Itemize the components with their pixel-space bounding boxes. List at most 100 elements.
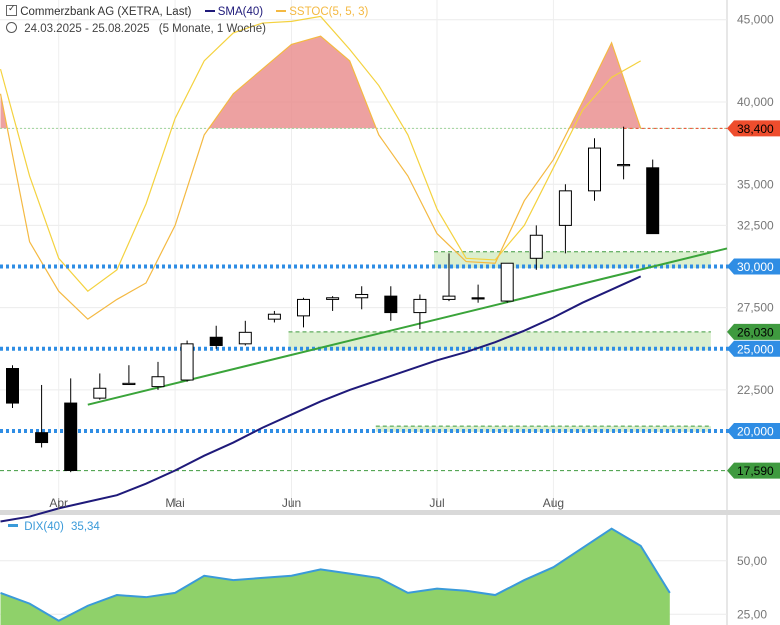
x-tick-label: Aug — [543, 496, 564, 510]
candle — [238, 320, 252, 346]
chart-header: ✓ Commerzbank AG (XETRA, Last) SMA(40) S… — [6, 3, 369, 18]
level-label: 38,400 — [727, 120, 780, 137]
candle-body-up — [180, 343, 194, 381]
candle — [384, 286, 398, 321]
candle-body-down — [6, 368, 19, 404]
candle — [122, 365, 136, 386]
level-label-text: 20,000 — [737, 425, 774, 439]
sma-legend-swatch — [204, 10, 215, 12]
level-label: 26,030 — [727, 323, 780, 340]
dix-y-tick-label: 25,00 — [737, 607, 767, 621]
candle-body-up — [529, 234, 543, 259]
level-label-bg — [727, 423, 780, 440]
level-label-text: 26,030 — [737, 325, 774, 339]
candle — [500, 262, 514, 303]
y-tick-label: 35,000 — [737, 177, 774, 191]
candle-body-up — [267, 313, 281, 320]
x-tick-label: Jun — [282, 496, 301, 510]
level-label-text: 30,000 — [737, 260, 774, 274]
candle — [529, 225, 543, 270]
level-label-bg — [727, 258, 780, 275]
level-label-bg — [727, 462, 780, 479]
candle — [35, 384, 49, 448]
candle — [646, 159, 660, 235]
period-info: 24.03.2025 - 25.08.2025 (5 Monate, 1 Woc… — [6, 22, 266, 35]
candle — [558, 184, 572, 254]
candle — [471, 284, 485, 303]
candle — [6, 365, 19, 408]
panel-separator — [0, 510, 780, 515]
dix-y-tick-label: 50,00 — [737, 554, 767, 568]
stochastic-overlay — [0, 15, 727, 320]
stoch-overbought-fill — [0, 36, 641, 129]
candle-body-up — [355, 293, 369, 299]
clock-icon — [6, 22, 17, 33]
candle-body-down — [64, 402, 78, 472]
dix-area — [0, 528, 670, 625]
level-label: 17,590 — [727, 462, 780, 479]
level-labels: 38,400 30,000 26,030 25,000 20,000 17,590 — [727, 120, 780, 479]
dix-legend-swatch — [8, 524, 18, 527]
candle-body-up — [297, 298, 310, 317]
candlesticks — [6, 126, 660, 473]
candle-body-down — [35, 432, 49, 444]
candle — [64, 378, 78, 473]
y-tick-label: 27,500 — [737, 301, 774, 315]
y-axis-ticks: 45,000 40,000 35,000 32,500 27,500 22,500 — [737, 13, 774, 397]
level-label: 25,000 — [727, 340, 780, 357]
candle-body-up — [617, 164, 631, 167]
candle-body-down — [471, 297, 485, 300]
candle-body-up — [500, 262, 514, 302]
level-label: 20,000 — [727, 423, 780, 440]
candle — [297, 297, 310, 328]
sma-line — [0, 275, 642, 523]
candle-body-up — [413, 298, 427, 314]
level-label-bg — [727, 120, 780, 137]
level-label-text: 38,400 — [737, 122, 774, 136]
candle-body-up — [442, 295, 456, 300]
trend-line — [87, 247, 728, 406]
period-note: (5 Monate, 1 Woche) — [158, 23, 266, 35]
support-zone — [375, 426, 711, 432]
dix-panel: 50,00 25,00 — [0, 527, 767, 625]
candle — [355, 286, 369, 310]
candle-body-down — [646, 167, 660, 235]
candle — [151, 361, 165, 390]
dix-line — [0, 527, 671, 622]
level-label: 30,000 — [727, 258, 780, 275]
level-label-bg — [727, 323, 780, 340]
level-label-bg — [727, 340, 780, 357]
y-tick-label: 40,000 — [737, 95, 774, 109]
sma-legend-label: SMA(40) — [217, 6, 264, 18]
instrument-title: Commerzbank AG (XETRA, Last) — [20, 6, 192, 18]
x-axis-ticks: Apr Mai Jun Jul Aug — [49, 496, 564, 510]
candle — [413, 294, 427, 330]
candle — [617, 126, 631, 180]
y-tick-label: 45,000 — [737, 13, 774, 27]
candle — [180, 340, 194, 382]
dix-title: DIX(40) — [24, 521, 64, 533]
x-tick-label: Mai — [165, 496, 184, 510]
level-label-text: 17,590 — [737, 464, 774, 478]
y-tick-label: 22,500 — [737, 383, 774, 397]
candle — [326, 296, 340, 311]
sma-line-group — [0, 275, 642, 523]
support-zones — [288, 251, 711, 432]
candle — [267, 310, 281, 323]
checkbox-icon[interactable]: ✓ — [6, 3, 17, 16]
candle-body-up — [122, 382, 136, 386]
candle-body-up — [326, 297, 340, 300]
y-tick-label: 32,500 — [737, 218, 774, 232]
dix-value: 35,34 — [71, 521, 100, 533]
candle — [588, 138, 601, 201]
candle-body-up — [151, 376, 165, 388]
dix-header: DIX(40) 35,34 — [6, 521, 100, 533]
trend-line-group — [87, 247, 728, 406]
sstoc-legend-label: SSTOC(5, 5, 3) — [289, 6, 369, 18]
candle-body-down — [209, 336, 223, 346]
stoch-fast-line — [0, 15, 641, 293]
level-label-text: 25,000 — [737, 342, 774, 356]
x-tick-label: Jul — [429, 496, 444, 510]
